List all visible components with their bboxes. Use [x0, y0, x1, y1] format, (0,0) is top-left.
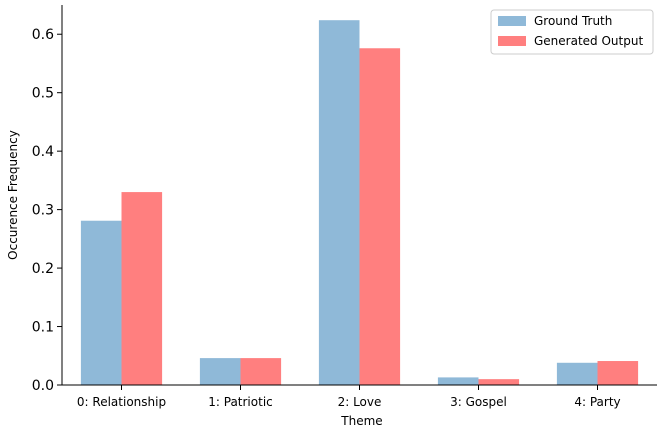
y-tick-label: 0.4: [32, 144, 54, 160]
y-axis-label: Occurence Frequency: [6, 130, 20, 260]
bar-generated-output-4: [597, 361, 639, 385]
legend-swatch: [498, 16, 526, 26]
y-tick-label: 0.1: [32, 320, 54, 336]
x-axis-label: Theme: [340, 414, 382, 428]
legend-label: Generated Output: [534, 34, 643, 48]
legend-swatch: [498, 36, 526, 46]
legend-label: Ground Truth: [534, 14, 612, 28]
y-tick-label: 0.0: [32, 378, 54, 394]
x-tick-label: 4: Party: [574, 395, 620, 409]
bar-generated-output-2: [359, 48, 401, 385]
x-tick-label: 0: Relationship: [77, 395, 166, 409]
x-tick-label: 3: Gospel: [450, 395, 507, 409]
bar-ground-truth-3: [437, 377, 479, 385]
y-tick-label: 0.5: [32, 86, 54, 102]
bar-generated-output-1: [240, 358, 282, 385]
bar-ground-truth-0: [80, 220, 122, 385]
y-axis-ticks: 0.0 0.1 0.2 0.3 0.4 0.5 0.6: [32, 27, 62, 394]
bar-ground-truth-2: [318, 20, 360, 385]
bars-layer: [80, 20, 639, 385]
x-tick-label: 1: Patriotic: [208, 395, 273, 409]
bar-generated-output-3: [478, 379, 520, 385]
y-tick-label: 0.3: [32, 203, 54, 219]
legend: Ground Truth Generated Output: [490, 9, 654, 55]
y-tick-label: 0.2: [32, 261, 54, 277]
x-tick-label: 2: Love: [338, 395, 382, 409]
legend-box: [490, 9, 654, 55]
bar-ground-truth-1: [199, 358, 241, 385]
x-axis-ticks: 0: Relationship 1: Patriotic 2: Love 3: Gos…: [77, 385, 621, 409]
y-tick-label: 0.6: [32, 27, 54, 43]
bar-ground-truth-4: [556, 362, 598, 385]
bar-generated-output-0: [121, 192, 163, 385]
